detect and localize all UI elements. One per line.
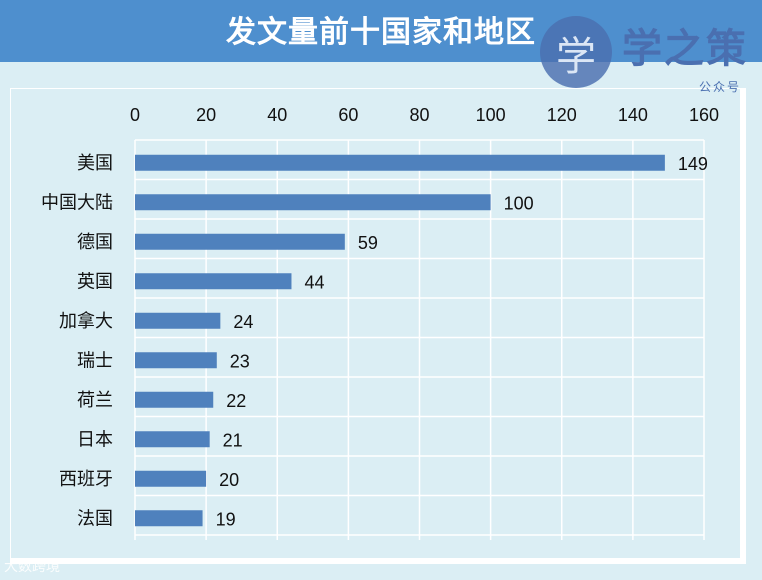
category-label: 荷兰 (77, 390, 113, 411)
data-label: 59 (358, 233, 378, 253)
category-label: 英国 (77, 271, 113, 292)
data-label: 44 (304, 272, 324, 292)
data-label: 149 (678, 154, 708, 174)
x-tick-label: 140 (618, 105, 648, 125)
logo-text: 学之策 (622, 25, 748, 72)
bar (135, 312, 221, 329)
bar (135, 273, 292, 290)
bar (135, 154, 665, 171)
bar (135, 352, 217, 369)
data-label: 21 (223, 430, 243, 450)
x-tick-label: 20 (196, 105, 216, 125)
x-tick-label: 100 (476, 105, 506, 125)
chart-title: 发文量前十国家和地区 (226, 15, 536, 50)
x-tick-label: 60 (338, 105, 358, 125)
category-label: 日本 (77, 429, 113, 450)
category-label: 加拿大 (59, 310, 113, 332)
x-tick-label: 40 (267, 105, 287, 125)
data-label: 19 (216, 509, 236, 529)
data-label: 100 (504, 193, 534, 213)
data-label: 22 (226, 391, 246, 411)
plot-frame (10, 88, 746, 564)
title-bar (0, 0, 762, 62)
data-label: 24 (233, 312, 253, 332)
x-tick-label: 160 (689, 105, 719, 125)
bar (135, 233, 345, 250)
x-tick-label: 80 (409, 105, 429, 125)
graduation-cap-icon (540, 16, 612, 88)
x-tick-label: 0 (130, 105, 140, 125)
logo-glyph: 学 (556, 34, 596, 80)
bar (135, 391, 214, 408)
data-label: 23 (230, 351, 250, 371)
category-label: 瑞士 (77, 350, 113, 371)
data-label: 20 (219, 470, 239, 490)
category-label: 德国 (77, 232, 113, 253)
category-label: 中国大陆 (41, 192, 113, 213)
bar (135, 470, 207, 487)
x-tick-label: 120 (547, 105, 577, 125)
watermark: 大数跨境 (4, 559, 60, 575)
bar (135, 431, 210, 448)
category-label: 西班牙 (59, 469, 113, 490)
brand-logo: 学 学之策 公众号 (538, 14, 758, 100)
category-label: 美国 (77, 153, 113, 174)
logo-subtitle: 公众号 (699, 80, 742, 94)
category-label: 法国 (77, 508, 113, 529)
bar (135, 510, 203, 527)
bar (135, 194, 491, 211)
